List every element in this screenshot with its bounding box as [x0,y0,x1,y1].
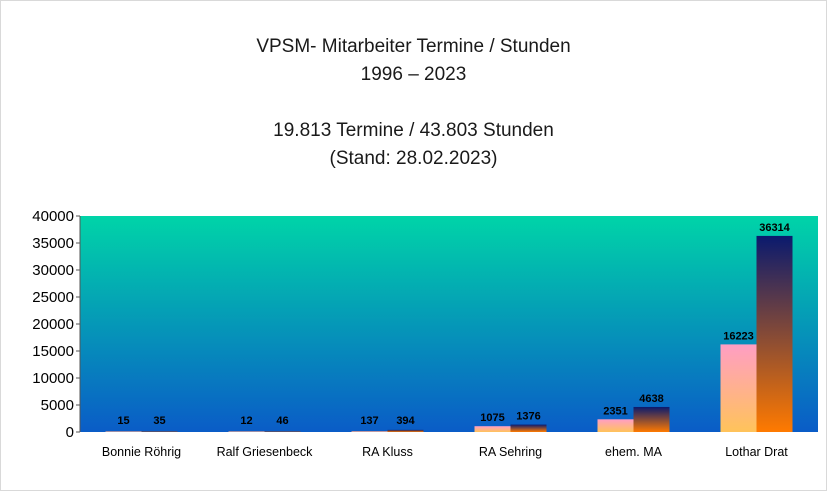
data-label: 2351 [603,405,627,417]
bar-series-1 [474,426,511,432]
data-label: 137 [360,415,378,427]
bar-series-2 [510,424,547,432]
bar-series-2 [756,235,793,432]
bar-series-1 [597,419,634,432]
y-tick-label: 10000 [32,370,74,387]
bar-series-2 [633,406,670,432]
category-label: Lothar Drat [725,445,788,459]
category-label: ehem. MA [605,445,663,459]
y-tick-label: 20000 [32,316,74,333]
chart-title-line-2: 1996 – 2023 [360,64,467,85]
bar-series-1 [351,431,388,432]
data-label: 12 [240,415,252,427]
data-label: 1376 [516,411,540,423]
value-labels: 15 35 12 46 137 394 1075 1376 2351 4638 16223 36314 [117,222,790,427]
y-tick-label: 0 [66,424,74,441]
category-label: Bonnie Röhrig [102,445,181,459]
data-label: 4638 [639,393,663,405]
bar-series-1 [228,431,265,432]
y-tick-label: 40000 [32,208,74,225]
data-label: 46 [276,415,288,427]
bars [105,235,793,432]
data-label: 1075 [480,412,504,424]
data-label: 35 [153,415,165,427]
bar-series-1 [720,344,757,432]
y-axis: 0 5000 10000 15000 20000 25000 30000 35000 40000 [32,208,81,441]
category-label: RA Kluss [362,445,413,459]
plot-area [80,216,818,432]
y-tick-label: 15000 [32,343,74,360]
bar-series-1 [105,431,142,432]
y-tick-label: 25000 [32,289,74,306]
chart-title-line-1: VPSM- Mitarbeiter Termine / Stunden [256,36,571,57]
y-tick-label: 35000 [32,235,74,252]
category-label: RA Sehring [479,445,542,459]
bar-series-2 [141,431,178,432]
y-tick-label: 5000 [41,397,74,414]
category-label: Ralf Griesenbeck [217,445,314,459]
data-label: 36314 [759,222,790,234]
bar-series-2 [387,429,424,432]
chart-title-line-3: 19.813 Termine / 43.803 Stunden [273,120,554,141]
y-tick-label: 30000 [32,262,74,279]
data-label: 16223 [723,330,754,342]
bar-series-2 [264,431,301,432]
category-labels: Bonnie Röhrig Ralf Griesenbeck RA Kluss RA … [102,445,788,459]
data-label: 394 [396,415,415,427]
data-label: 15 [117,415,129,427]
chart-title-line-4: (Stand: 28.02.2023) [329,148,498,169]
